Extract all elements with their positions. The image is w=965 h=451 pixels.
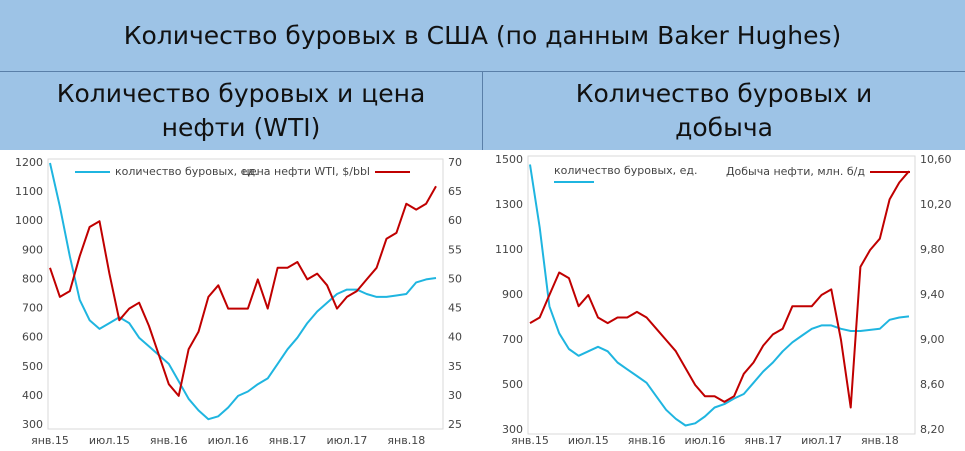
tick-label: 1300 <box>495 198 523 211</box>
panel-title: Количество буровых и цена нефти (WTI) <box>0 72 483 150</box>
tick-label: 1100 <box>495 243 523 256</box>
x-tick-label: янв.17 <box>269 434 307 447</box>
tick-label: 800 <box>22 272 43 285</box>
x-tick-label: янв.15 <box>31 434 69 447</box>
tick-label: 35 <box>448 360 462 373</box>
plot-border <box>527 155 916 435</box>
x-tick-label: июл.17 <box>801 434 842 447</box>
tick-label: 40 <box>448 331 462 344</box>
tick-label: 70 <box>448 156 462 169</box>
plot-border <box>47 158 444 430</box>
tick-label: 1000 <box>15 214 43 227</box>
x-tick-label: янв.17 <box>744 434 782 447</box>
series-line <box>49 185 437 397</box>
x-tick-label: янв.16 <box>150 434 188 447</box>
tick-label: 300 <box>502 423 523 436</box>
slide-title: Количество буровых в США (по данным Bake… <box>0 0 965 72</box>
x-tick-label: янв.15 <box>511 434 549 447</box>
tick-label: 1500 <box>495 153 523 166</box>
tick-label: 900 <box>502 288 523 301</box>
x-tick-label: июл.16 <box>208 434 249 447</box>
tick-label: 1200 <box>15 156 43 169</box>
legend-label: цена нефти WTI, $/bbl <box>242 165 370 178</box>
tick-label: 9,40 <box>920 288 945 301</box>
tick-label: 9,80 <box>920 243 945 256</box>
x-tick-label: янв.16 <box>628 434 666 447</box>
tick-label: 25 <box>448 418 462 431</box>
tick-label: 10,20 <box>920 198 952 211</box>
legend-label: количество буровых, ед. <box>554 164 698 177</box>
legend-label: Добыча нефти, млн. б/д <box>726 165 865 178</box>
x-tick-label: янв.18 <box>387 434 425 447</box>
legend-label: количество буровых, ед. <box>115 165 259 178</box>
x-tick-label: янв.18 <box>861 434 899 447</box>
x-tick-label: июл.17 <box>326 434 367 447</box>
tick-label: 65 <box>448 185 462 198</box>
x-tick-label: июл.16 <box>684 434 725 447</box>
tick-label: 600 <box>22 331 43 344</box>
tick-label: 500 <box>22 360 43 373</box>
chart: 300 500 700 900 1100 1300 1500 8,20 8,60 9,00 9,40… <box>495 153 952 447</box>
tick-label: 55 <box>448 243 462 256</box>
series-line <box>529 164 910 427</box>
tick-label: 1100 <box>15 185 43 198</box>
chart: 300 400 500 600 700 800 900 1000 1100 1200 25 30 35 4… <box>15 156 462 447</box>
tick-label: 60 <box>448 214 462 227</box>
tick-label: 900 <box>22 243 43 256</box>
series-line <box>49 162 437 421</box>
x-tick-label: июл.15 <box>89 434 130 447</box>
series-line <box>529 170 910 409</box>
tick-label: 8,60 <box>920 378 945 391</box>
tick-label: 300 <box>22 418 43 431</box>
tick-label: 400 <box>22 389 43 402</box>
tick-label: 45 <box>448 302 462 315</box>
tick-label: 9,00 <box>920 333 945 346</box>
tick-label: 50 <box>448 272 462 285</box>
tick-label: 30 <box>448 389 462 402</box>
tick-label: 8,20 <box>920 423 945 436</box>
tick-label: 700 <box>502 333 523 346</box>
tick-label: 500 <box>502 378 523 391</box>
x-tick-label: июл.15 <box>568 434 609 447</box>
panel-title: Количество буровых и добыча <box>483 72 965 150</box>
tick-label: 700 <box>22 302 43 315</box>
tick-label: 10,60 <box>920 153 952 166</box>
